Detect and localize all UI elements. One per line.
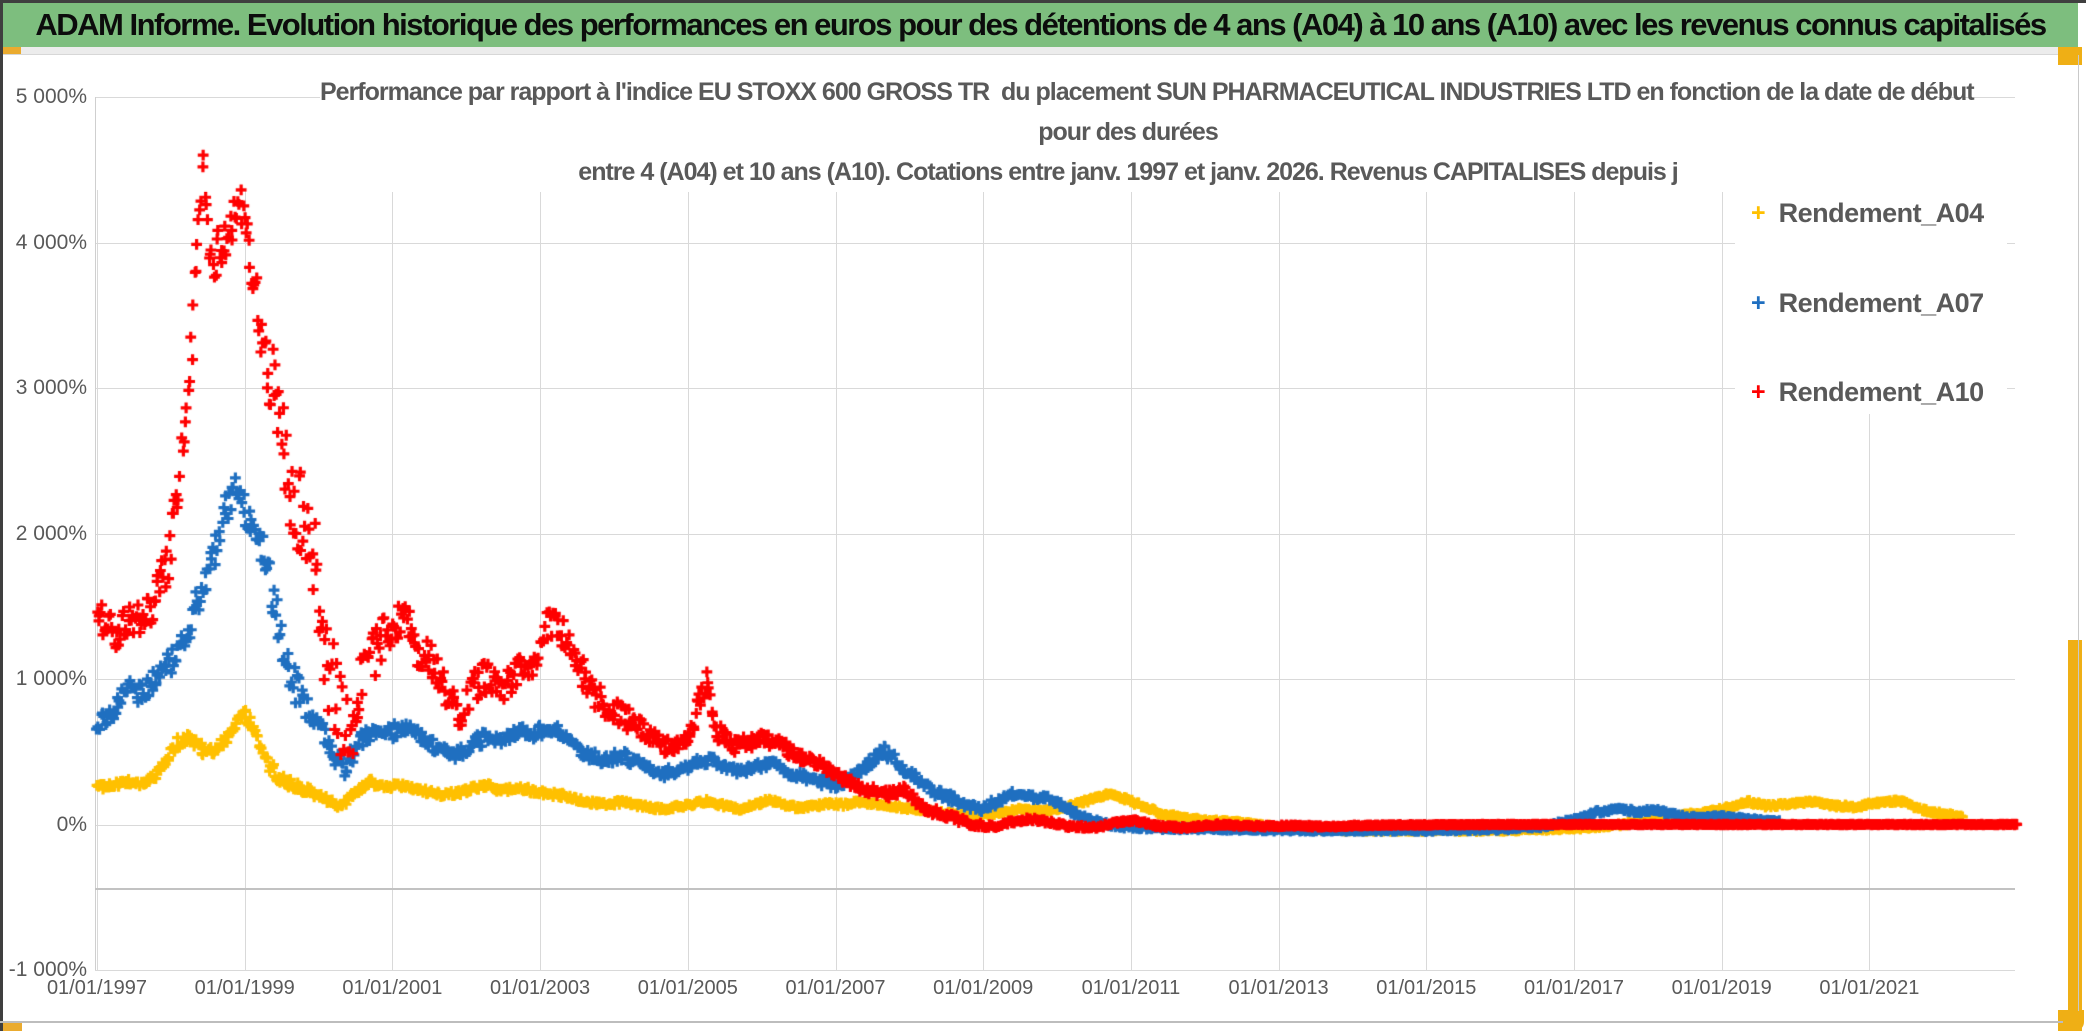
- legend-label: Rendement_A10: [1778, 377, 1985, 407]
- v-gridline: [1721, 190, 1723, 970]
- x-axis-tick-label: 01/01/2009: [933, 977, 1034, 999]
- legend-plus-marker-icon: +: [1751, 288, 1766, 317]
- h-gridline: [95, 679, 2015, 680]
- window-left-border: [0, 0, 3, 1031]
- chart-right-border: [2078, 55, 2079, 1011]
- gold-right-bar: [2068, 640, 2082, 1031]
- v-gridline: [983, 190, 985, 970]
- x-axis-tick-label: 01/01/1999: [194, 977, 295, 999]
- x-axis-tick-label: 01/01/2013: [1228, 977, 1329, 999]
- h-gridline: [95, 533, 2015, 535]
- legend-plus-marker-icon: +: [1751, 199, 1766, 227]
- chart-title-line-2: pour des durées: [1038, 118, 1219, 146]
- x-axis-tick-label: 01/01/2015: [1376, 977, 1477, 999]
- x-axis-tick-label: 01/01/2005: [637, 977, 738, 999]
- v-gridline: [835, 190, 837, 970]
- gold-corner-bottom-left: [3, 1023, 22, 1031]
- header-title: ADAM Informe. Evolution historique des p…: [35, 7, 2047, 42]
- y-axis-tick-label: 3 000%: [15, 376, 87, 399]
- v-gridline: [244, 190, 246, 970]
- v-gridline: [392, 190, 394, 970]
- y-axis-tick-label: 0%: [56, 812, 87, 836]
- v-gridline: [1574, 190, 1575, 970]
- header-substrip-gold-tick: [3, 47, 21, 54]
- header-bar: ADAM Informe. Evolution historique des p…: [3, 3, 2078, 47]
- legend-label: Rendement_A07: [1778, 287, 1985, 318]
- x-axis-line: [95, 888, 2015, 890]
- x-axis-tick-label: 01/01/2019: [1671, 977, 1772, 999]
- header-substrip: [3, 47, 2058, 55]
- v-gridline: [97, 190, 98, 970]
- h-gridline: [95, 242, 2015, 244]
- chart-title: Performance par rapport à l'indice EU ST…: [320, 72, 1975, 192]
- v-gridline: [687, 190, 689, 970]
- h-gridline: [95, 824, 2015, 826]
- x-axis-tick-label: 01/01/2021: [1819, 977, 1920, 999]
- legend-item-rendement_a04[interactable]: + Rendement_A04: [1735, 198, 2007, 229]
- v-gridline: [1278, 190, 1280, 970]
- legend-label: Rendement_A04: [1778, 198, 1985, 228]
- x-axis-tick-label: 01/01/2007: [785, 977, 886, 999]
- y-axis-tick-label: 2 000%: [15, 521, 87, 545]
- chart-legend[interactable]: + Rendement_A04 + Rendement_A07 + Rendement_A…: [1735, 192, 2007, 414]
- v-gridline: [540, 190, 542, 970]
- legend-item-rendement_a10[interactable]: + Rendement_A10: [1735, 377, 2007, 408]
- x-axis-tick-label: 01/01/2011: [1081, 977, 1181, 999]
- y-axis-tick-label: 4 000%: [15, 230, 87, 254]
- x-axis-tick-label: 01/01/2017: [1523, 977, 1625, 999]
- x-axis-tick-label: 01/01/2003: [490, 977, 591, 999]
- x-axis-tick-label: 01/01/1997: [46, 977, 148, 999]
- y-axis-line: [95, 97, 96, 970]
- chart-bottom-border: [0, 1021, 2063, 1023]
- chart-title-line-3: entre 4 (A04) et 10 ans (A10). Cotations…: [578, 158, 1678, 186]
- v-gridline: [1426, 190, 1428, 970]
- legend-plus-marker-icon: +: [1751, 378, 1766, 406]
- chart-title-line-1: Performance par rapport à l'indice EU ST…: [320, 78, 1975, 106]
- x-axis-tick-label: 01/01/2001: [342, 977, 443, 999]
- h-gridline: [95, 970, 2015, 971]
- y-axis-tick-label: 1 000%: [15, 667, 87, 690]
- h-gridline: [95, 388, 2015, 389]
- y-axis-tick-label: 5 000%: [15, 85, 87, 108]
- legend-item-rendement_a07[interactable]: + Rendement_A07: [1735, 288, 2007, 319]
- v-gridline: [1130, 190, 1132, 970]
